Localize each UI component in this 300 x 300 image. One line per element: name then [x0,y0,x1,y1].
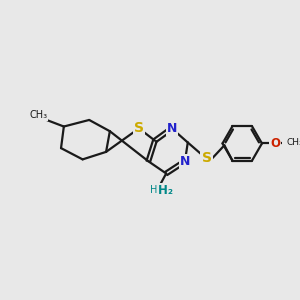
Text: H: H [150,185,158,195]
Text: S: S [202,151,212,164]
Text: CH₃: CH₃ [286,138,300,147]
Text: S: S [202,151,212,164]
Text: N: N [180,155,190,168]
Text: O: O [270,137,280,150]
Text: CH₃: CH₃ [29,110,48,120]
Text: NH₂: NH₂ [149,184,174,197]
Text: N: N [167,122,177,135]
Text: O: O [270,137,280,150]
Text: S: S [134,122,144,135]
